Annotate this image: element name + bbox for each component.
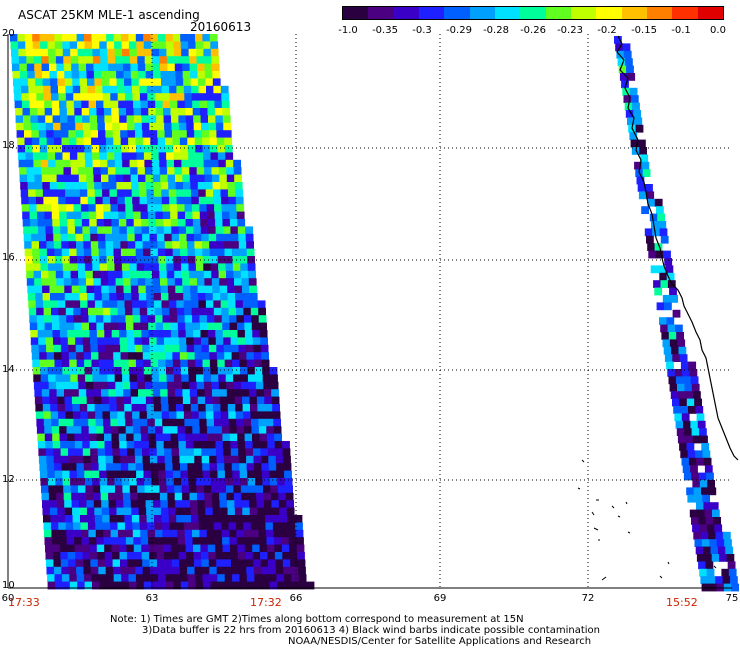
lat-label-12: 12 bbox=[2, 474, 15, 485]
header: ASCAT 25KM MLE-1 ascending 20160613 bbox=[0, 0, 740, 34]
lat-lon-grid bbox=[8, 34, 732, 588]
colorbar-tick-label: -0.29 bbox=[446, 25, 472, 36]
chart-date: 20160613 bbox=[190, 20, 252, 34]
swath-time-coastal: 15:52 bbox=[666, 596, 698, 609]
india-west-coastline bbox=[616, 35, 739, 461]
colorbar-segment bbox=[343, 7, 369, 19]
colorbar-segment bbox=[520, 7, 546, 19]
western-swath-cells bbox=[10, 34, 315, 590]
lon-label-63: 63 bbox=[145, 593, 159, 604]
colorbar-tick-label: -0.26 bbox=[520, 25, 546, 36]
lon-label-60: 60 bbox=[1, 593, 15, 604]
colorbar-segment bbox=[393, 7, 419, 19]
colorbar-segment bbox=[494, 7, 521, 19]
colorbar-segment bbox=[444, 7, 470, 19]
colorbar-tick-label: -0.1 bbox=[671, 25, 691, 36]
lat-label-20: 20 bbox=[2, 28, 15, 39]
lat-label-14: 14 bbox=[2, 364, 15, 375]
note-line-2: 3)Data buffer is 22 hrs from 20160613 4)… bbox=[142, 625, 600, 636]
colorbar-tick-label: -0.15 bbox=[631, 25, 657, 36]
colorbar-segment bbox=[672, 7, 698, 19]
colorbar-tick-label: -0.28 bbox=[483, 25, 509, 36]
swath-time-end-west: 17:32 bbox=[250, 596, 282, 609]
colorbar bbox=[342, 6, 724, 20]
lon-label-69: 69 bbox=[433, 593, 447, 604]
lon-label-72: 72 bbox=[581, 593, 595, 604]
lon-label-66: 66 bbox=[289, 593, 303, 604]
colorbar-tick-label: -0.2 bbox=[597, 25, 617, 36]
colorbar-segment bbox=[469, 7, 495, 19]
chart-title: ASCAT 25KM MLE-1 ascending bbox=[18, 8, 200, 22]
plot-frame bbox=[7, 34, 732, 589]
note-line-1: Note: 1) Times are GMT 2)Times along bot… bbox=[110, 614, 524, 625]
colorbar-segment bbox=[697, 7, 723, 19]
swath-time-start-west: 17:33 bbox=[8, 596, 40, 609]
colorbar-segment bbox=[368, 7, 394, 19]
footnotes: Note: 1) Times are GMT 2)Times along bot… bbox=[110, 614, 730, 647]
colorbar-tick-label: 0.0 bbox=[710, 25, 726, 36]
colorbar-tick-label: -0.3 bbox=[412, 25, 432, 36]
colorbar-segment bbox=[596, 7, 622, 19]
colorbar-segment bbox=[545, 7, 571, 19]
colorbar-tick-label: -1.0 bbox=[338, 25, 358, 36]
coastline bbox=[577, 35, 739, 581]
lat-label-18: 18 bbox=[2, 140, 15, 151]
colorbar-segment bbox=[621, 7, 647, 19]
colorbar-tick-label: -0.23 bbox=[557, 25, 583, 36]
colorbar-segment bbox=[570, 7, 597, 19]
lat-label-10: 10 bbox=[2, 580, 15, 591]
colorbar-segment bbox=[646, 7, 673, 19]
lon-label-75: 75 bbox=[725, 593, 739, 604]
note-line-3: NOAA/NESDIS/Center for Satellite Applica… bbox=[288, 636, 592, 647]
coastal-swath-cells bbox=[614, 36, 739, 592]
lat-label-16: 16 bbox=[2, 252, 15, 263]
lakshadweep-islands bbox=[577, 459, 717, 581]
colorbar-tick-label: -0.35 bbox=[372, 25, 398, 36]
colorbar-segment bbox=[418, 7, 445, 19]
